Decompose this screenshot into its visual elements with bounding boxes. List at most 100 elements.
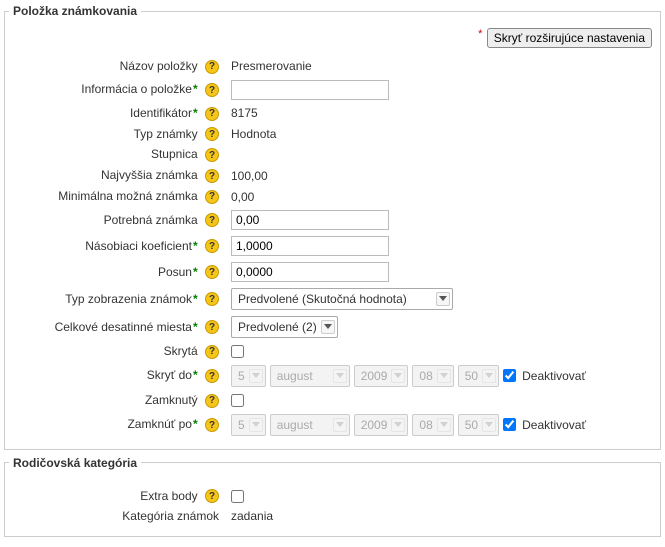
chevron-down-icon [249, 369, 263, 383]
chevron-down-icon [482, 369, 496, 383]
decimals-select[interactable]: Predvolené (2) [231, 316, 338, 338]
chevron-down-icon [249, 418, 263, 432]
help-icon[interactable]: ? [205, 265, 219, 279]
label-item-name: Názov položky [120, 59, 198, 73]
help-icon[interactable]: ? [205, 60, 219, 74]
hiddenuntil-month-select: august [270, 365, 350, 387]
row-decimals: Celkové desatinné miesta* ? Predvolené (… [9, 313, 656, 341]
row-item-info: Informácia o položke* ? [9, 77, 656, 103]
section-grade-item: Položka známkovania * Skryť rozširujúce … [4, 4, 661, 450]
row-extracredit: Extra body ? [9, 486, 656, 507]
chevron-down-icon [333, 418, 347, 432]
help-icon[interactable]: ? [205, 369, 219, 383]
section-parent-category: Rodičovská kategória Extra body ? Kategó… [4, 456, 661, 538]
legend-grade-item: Položka známkovania [9, 4, 141, 18]
row-locked: Zamknutý ? [9, 390, 656, 411]
label-hiddenuntil: Skryť do [147, 368, 192, 382]
help-icon[interactable]: ? [205, 320, 219, 334]
help-icon[interactable]: ? [205, 489, 219, 503]
row-grademax: Najvyššia známka ? 100,00 [9, 165, 656, 186]
row-gradepass: Potrebná známka ? [9, 207, 656, 233]
required-mark: * [193, 82, 198, 96]
chevron-down-icon [333, 369, 347, 383]
locked-checkbox[interactable] [231, 394, 244, 407]
help-icon[interactable]: ? [205, 394, 219, 408]
label-extracredit: Extra body [140, 489, 197, 503]
collapse-button[interactable]: Skryť rozširujúce nastavenia [487, 28, 652, 48]
required-mark: * [193, 292, 198, 306]
label-item-info: Informácia o položke [81, 82, 192, 96]
help-icon[interactable]: ? [205, 345, 219, 359]
lockafter-min-select: 50 [458, 414, 499, 436]
hiddenuntil-min-select: 50 [458, 365, 499, 387]
lockafter-deactivate-checkbox[interactable] [503, 418, 516, 431]
value-gradetype: Hodnota [231, 127, 276, 141]
label-locked: Zamknutý [145, 393, 198, 407]
extracredit-checkbox[interactable] [231, 490, 244, 503]
displaytype-select[interactable]: Predvolené (Skutočná hodnota) [231, 288, 453, 310]
hidden-checkbox[interactable] [231, 345, 244, 358]
required-mark: * [193, 265, 198, 279]
row-displaytype: Typ zobrazenia známok* ? Predvolené (Sku… [9, 285, 656, 313]
topbar: * Skryť rozširujúce nastavenia [9, 26, 656, 56]
required-mark: * [193, 368, 198, 382]
gradepass-input[interactable] [231, 210, 389, 230]
label-gradepass: Potrebná známka [104, 213, 198, 227]
help-icon[interactable]: ? [205, 190, 219, 204]
help-icon[interactable]: ? [205, 148, 219, 162]
displaytype-value: Predvolené (Skutočná hodnota) [238, 292, 407, 306]
required-mark: * [193, 320, 198, 334]
help-icon[interactable]: ? [205, 239, 219, 253]
row-idnumber: Identifikátor* ? 8175 [9, 103, 656, 124]
lockafter-month-select: august [270, 414, 350, 436]
chevron-down-icon [482, 418, 496, 432]
chevron-down-icon [437, 418, 451, 432]
hiddenuntil-day-select: 5 [231, 365, 266, 387]
lockafter-deactivate-label: Deaktivovať [522, 418, 586, 432]
help-icon[interactable]: ? [205, 292, 219, 306]
label-grademin: Minimálna možná známka [58, 189, 197, 203]
decimals-value: Predvolené (2) [238, 320, 317, 334]
item-info-input[interactable] [231, 80, 389, 100]
offset-input[interactable] [231, 262, 389, 282]
help-icon[interactable]: ? [205, 418, 219, 432]
label-gradetype: Typ známky [134, 127, 198, 141]
label-displaytype: Typ zobrazenia známok [65, 292, 192, 306]
label-idnumber: Identifikátor [130, 106, 192, 120]
chevron-down-icon [436, 292, 450, 306]
row-gradecategory: Kategória známok zadania [9, 506, 656, 526]
hiddenuntil-deactivate-checkbox[interactable] [503, 369, 516, 382]
row-scale: Stupnica ? [9, 144, 656, 165]
hiddenuntil-hour-select: 08 [412, 365, 453, 387]
help-icon[interactable]: ? [205, 169, 219, 183]
help-icon[interactable]: ? [205, 127, 219, 141]
required-marker: * [478, 28, 482, 40]
row-multfactor: Násobiaci koeficient* ? [9, 233, 656, 259]
help-icon[interactable]: ? [205, 83, 219, 97]
multfactor-input[interactable] [231, 236, 389, 256]
required-mark: * [193, 239, 198, 253]
required-mark: * [193, 417, 198, 431]
row-lockafter: Zamknúť po* ? 5 august 2009 08 50 Deakti… [9, 411, 656, 439]
row-hidden: Skrytá ? [9, 341, 656, 362]
help-icon[interactable]: ? [205, 213, 219, 227]
required-mark: * [193, 106, 198, 120]
label-scale: Stupnica [151, 147, 198, 161]
chevron-down-icon [437, 369, 451, 383]
label-grademax: Najvyššia známka [101, 168, 198, 182]
value-grademin: 0,00 [231, 190, 254, 204]
row-hiddenuntil: Skryť do* ? 5 august 2009 08 50 Deaktivo… [9, 362, 656, 390]
label-gradecategory: Kategória známok [122, 509, 219, 523]
label-multfactor: Násobiaci koeficient [85, 239, 192, 253]
row-offset: Posun* ? [9, 259, 656, 285]
lockafter-hour-select: 08 [412, 414, 453, 436]
hiddenuntil-year-select: 2009 [354, 365, 409, 387]
label-lockafter: Zamknúť po [127, 417, 192, 431]
chevron-down-icon [391, 418, 405, 432]
help-icon[interactable]: ? [205, 107, 219, 121]
label-decimals: Celkové desatinné miesta [55, 320, 192, 334]
value-grademax: 100,00 [231, 169, 268, 183]
label-hidden: Skrytá [164, 344, 198, 358]
legend-parent-category: Rodičovská kategória [9, 456, 141, 470]
value-gradecategory: zadania [231, 509, 273, 523]
